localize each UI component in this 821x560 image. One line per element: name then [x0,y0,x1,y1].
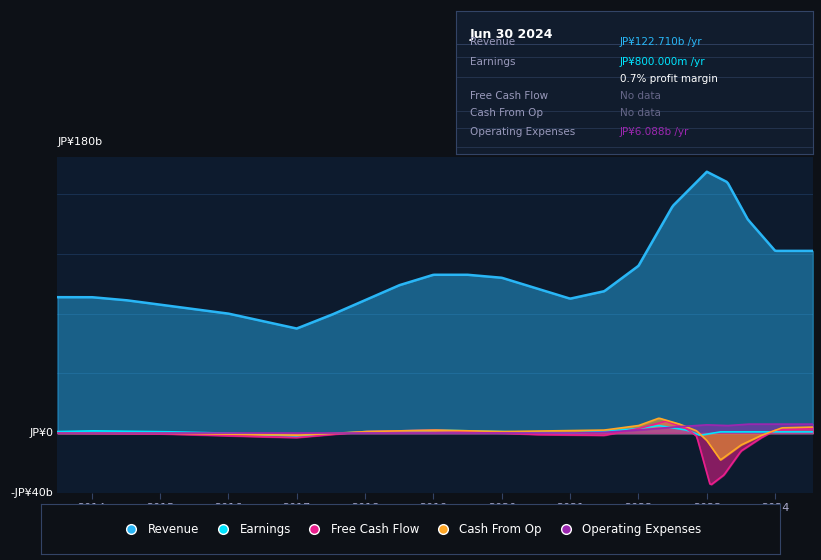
Text: Cash From Op: Cash From Op [470,108,543,118]
Text: JP¥180b: JP¥180b [57,137,103,147]
Text: Free Cash Flow: Free Cash Flow [470,91,548,101]
Text: JP¥122.710b /yr: JP¥122.710b /yr [620,37,703,47]
Text: Jun 30 2024: Jun 30 2024 [470,29,553,41]
Text: -JP¥40b: -JP¥40b [11,488,53,498]
Text: Revenue: Revenue [470,37,515,47]
Text: No data: No data [620,108,661,118]
Text: 0.7% profit margin: 0.7% profit margin [620,74,718,84]
Text: JP¥800.000m /yr: JP¥800.000m /yr [620,57,705,67]
Text: JP¥6.088b /yr: JP¥6.088b /yr [620,127,690,137]
Text: JP¥0: JP¥0 [30,428,53,438]
Text: No data: No data [620,91,661,101]
Legend: Revenue, Earnings, Free Cash Flow, Cash From Op, Operating Expenses: Revenue, Earnings, Free Cash Flow, Cash … [115,518,706,540]
Text: Earnings: Earnings [470,57,516,67]
Text: Operating Expenses: Operating Expenses [470,127,576,137]
